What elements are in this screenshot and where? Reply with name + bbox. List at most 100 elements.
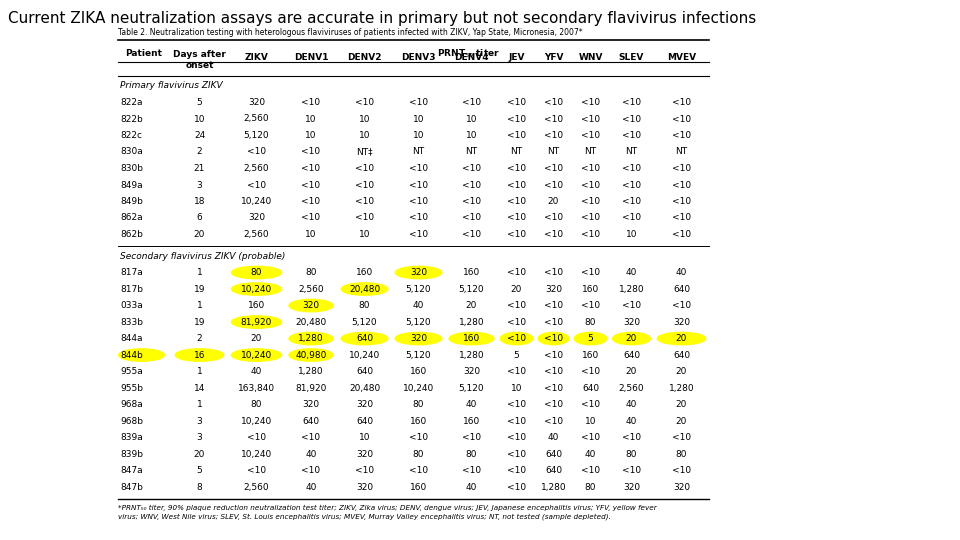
Text: WNV: WNV: [578, 52, 603, 62]
Text: 10: 10: [359, 230, 371, 239]
Text: 1: 1: [197, 367, 203, 376]
Text: 640: 640: [302, 416, 320, 426]
Text: 10,240: 10,240: [241, 416, 272, 426]
Ellipse shape: [449, 332, 494, 345]
Text: <10: <10: [507, 197, 526, 206]
Ellipse shape: [289, 299, 333, 312]
Text: 160: 160: [463, 416, 480, 426]
Text: MVEV: MVEV: [667, 52, 696, 62]
Text: 40: 40: [676, 268, 687, 277]
Text: 862a: 862a: [120, 213, 143, 222]
Text: <10: <10: [301, 466, 321, 475]
Text: Table 2. Neutralization testing with heterologous flaviviruses of patients infec: Table 2. Neutralization testing with het…: [118, 28, 583, 37]
Text: NT: NT: [511, 147, 522, 157]
Text: <10: <10: [409, 180, 428, 190]
Text: NT: NT: [413, 147, 424, 157]
Text: <10: <10: [507, 98, 526, 107]
Text: 968a: 968a: [120, 400, 143, 409]
Text: 2,560: 2,560: [244, 114, 270, 124]
Text: <10: <10: [544, 301, 564, 310]
Text: YFV: YFV: [543, 52, 564, 62]
Text: <10: <10: [581, 268, 600, 277]
Text: 830b: 830b: [120, 164, 143, 173]
Text: DENV2: DENV2: [348, 52, 382, 62]
Text: <10: <10: [581, 466, 600, 475]
Text: 20: 20: [548, 197, 559, 206]
Text: 20: 20: [676, 367, 687, 376]
Ellipse shape: [231, 316, 281, 328]
Text: <10: <10: [462, 433, 481, 442]
Text: 640: 640: [582, 383, 599, 393]
Text: 640: 640: [673, 285, 690, 294]
Text: 2,560: 2,560: [244, 483, 270, 491]
Text: 640: 640: [545, 449, 562, 458]
Text: 20: 20: [676, 400, 687, 409]
Text: 80: 80: [251, 268, 262, 277]
Text: 6: 6: [197, 213, 203, 222]
Text: <10: <10: [672, 213, 691, 222]
Text: <10: <10: [581, 230, 600, 239]
Ellipse shape: [231, 266, 281, 279]
Text: JEV: JEV: [508, 52, 525, 62]
Text: 2,560: 2,560: [299, 285, 324, 294]
Text: 160: 160: [248, 301, 265, 310]
Text: 3: 3: [197, 180, 203, 190]
Text: <10: <10: [301, 180, 321, 190]
Text: 5: 5: [514, 350, 519, 360]
Text: Patient: Patient: [126, 50, 162, 58]
Ellipse shape: [341, 283, 388, 295]
Text: SLEV: SLEV: [619, 52, 644, 62]
Text: 2,560: 2,560: [244, 164, 270, 173]
Text: 640: 640: [356, 367, 373, 376]
Text: 20: 20: [511, 285, 522, 294]
Text: <10: <10: [581, 180, 600, 190]
Text: <10: <10: [622, 164, 641, 173]
Text: 40: 40: [626, 400, 637, 409]
Text: <10: <10: [544, 213, 564, 222]
Text: 10: 10: [466, 131, 477, 140]
Text: 5,120: 5,120: [406, 285, 431, 294]
Text: NT: NT: [466, 147, 477, 157]
Text: 1: 1: [197, 301, 203, 310]
Text: 80: 80: [359, 301, 371, 310]
Text: 320: 320: [673, 318, 690, 327]
Text: 10: 10: [413, 131, 424, 140]
Text: 40: 40: [305, 449, 317, 458]
Text: NT: NT: [547, 147, 560, 157]
Text: 10: 10: [305, 230, 317, 239]
Text: <10: <10: [301, 197, 321, 206]
Text: ZIKV: ZIKV: [245, 52, 269, 62]
Text: NT‡: NT‡: [356, 147, 372, 157]
Text: <10: <10: [622, 433, 641, 442]
Text: 833b: 833b: [120, 318, 143, 327]
Text: 160: 160: [582, 350, 599, 360]
Text: 3: 3: [197, 416, 203, 426]
Text: <10: <10: [507, 416, 526, 426]
Text: 10,240: 10,240: [241, 350, 272, 360]
Text: 40: 40: [305, 483, 317, 491]
Text: 640: 640: [623, 350, 640, 360]
Text: DENV3: DENV3: [401, 52, 436, 62]
Text: <10: <10: [672, 433, 691, 442]
Text: 822c: 822c: [120, 131, 142, 140]
Text: Secondary flavivirus ZIKV (probable): Secondary flavivirus ZIKV (probable): [120, 252, 285, 261]
Text: 160: 160: [410, 416, 427, 426]
Text: <10: <10: [507, 400, 526, 409]
Text: 10: 10: [359, 433, 371, 442]
Text: 2,560: 2,560: [244, 230, 270, 239]
Text: <10: <10: [247, 147, 266, 157]
Text: <10: <10: [622, 213, 641, 222]
Ellipse shape: [231, 349, 281, 361]
Text: 40: 40: [626, 268, 637, 277]
Ellipse shape: [341, 332, 388, 345]
Text: <10: <10: [622, 197, 641, 206]
Text: 839b: 839b: [120, 449, 143, 458]
Text: 5: 5: [588, 334, 593, 343]
Text: <10: <10: [462, 230, 481, 239]
Text: 19: 19: [194, 318, 205, 327]
Text: <10: <10: [507, 114, 526, 124]
Text: 40: 40: [548, 433, 559, 442]
Text: <10: <10: [355, 164, 374, 173]
Text: 160: 160: [582, 285, 599, 294]
Text: 10: 10: [466, 114, 477, 124]
